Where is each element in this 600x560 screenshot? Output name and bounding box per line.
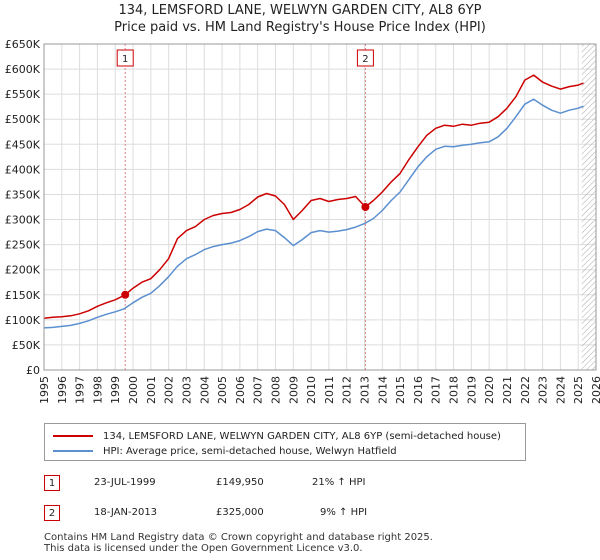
property-price-line xyxy=(43,74,584,320)
x-tick-label: 2009 xyxy=(287,376,300,404)
sale-badge: 2 xyxy=(44,505,60,521)
x-tick-label: 1997 xyxy=(74,376,87,404)
sale-date: 23-JUL-1999 xyxy=(94,477,156,488)
price-chart: £0 £50K £100K £150K £200K £250K £300K £350K £400… xyxy=(5,38,600,404)
x-tick-label: 2013 xyxy=(359,376,372,404)
x-tick-label: 2023 xyxy=(537,376,550,404)
sale-hpi-diff: 9% ↑ HPI xyxy=(320,507,368,518)
x-tick-label: 2006 xyxy=(234,376,247,404)
x-tick-label: 2010 xyxy=(305,376,318,404)
sale-point xyxy=(121,290,130,299)
y-tick-label: £600K xyxy=(5,63,41,76)
x-tick-label: 2001 xyxy=(145,376,158,404)
x-tick-label: 2002 xyxy=(163,376,176,404)
x-tick-label: 2018 xyxy=(448,376,461,404)
x-tick-label: 2020 xyxy=(483,376,496,404)
hpi-line xyxy=(43,98,584,329)
x-tick-label: 2025 xyxy=(572,376,585,404)
legend-swatch-hpi xyxy=(53,450,93,452)
x-tick-label: 1999 xyxy=(109,376,122,404)
y-tick-label: £50K xyxy=(12,339,41,352)
footer-licence: This data is licensed under the Open Gov… xyxy=(44,543,363,554)
sale-point xyxy=(361,203,370,211)
x-tick-label: 2004 xyxy=(198,376,211,404)
sale-label: 1 xyxy=(122,54,128,65)
x-tick-label: 2011 xyxy=(323,376,336,404)
y-tick-label: £250K xyxy=(5,239,41,252)
legend-item-hpi: HPI: Average price, semi-detached house,… xyxy=(53,444,397,458)
y-tick-label: £450K xyxy=(5,138,41,151)
sale-badge: 1 xyxy=(44,475,60,491)
sale-label-box xyxy=(116,49,134,67)
legend-item-property: 134, LEMSFORD LANE, WELWYN GARDEN CITY, … xyxy=(53,429,501,443)
chart-subtitle: Price paid vs. HM Land Registry's House … xyxy=(114,20,486,35)
y-tick-label: £550K xyxy=(5,88,41,101)
plot-border xyxy=(43,43,597,371)
x-tick-label: 2007 xyxy=(252,376,265,404)
x-tick-label: 2005 xyxy=(216,376,229,404)
y-tick-label: £400K xyxy=(5,163,41,176)
x-tick-label: 2017 xyxy=(430,376,443,404)
legend-label-property: 134, LEMSFORD LANE, WELWYN GARDEN CITY, … xyxy=(103,430,501,442)
sale-price: £325,000 xyxy=(216,507,264,518)
future-hatch xyxy=(581,44,596,370)
chart-title: 134, LEMSFORD LANE, WELWYN GARDEN CITY, … xyxy=(118,3,482,18)
x-tick-label: 2014 xyxy=(376,376,389,404)
y-tick-label: £650K xyxy=(5,38,41,51)
x-tick-label: 1998 xyxy=(91,376,104,404)
y-tick-label: £150K xyxy=(5,289,41,302)
sale-hpi-diff: 21% ↑ HPI xyxy=(312,477,366,488)
plot-area xyxy=(44,44,596,370)
footer-copyright: Contains HM Land Registry data © Crown c… xyxy=(44,532,433,543)
y-tick-label: £100K xyxy=(5,314,41,327)
y-tick-label: £200K xyxy=(5,264,41,277)
y-tick-label: £500K xyxy=(5,113,41,126)
y-tick-label: £300K xyxy=(5,214,41,227)
legend-label-hpi: HPI: Average price, semi-detached house,… xyxy=(103,445,397,457)
x-tick-label: 2021 xyxy=(501,376,514,404)
x-tick-label: 1996 xyxy=(56,376,69,404)
x-tick-label: 2003 xyxy=(180,376,193,404)
x-tick-label: 2026 xyxy=(590,376,600,404)
legend-swatch-property xyxy=(53,435,93,437)
sale-label: 2 xyxy=(362,54,368,65)
y-tick-label: £350K xyxy=(5,188,41,201)
sale-price: £149,950 xyxy=(216,477,264,488)
x-tick-label: 2000 xyxy=(127,376,140,404)
x-tick-label: 2016 xyxy=(412,376,425,404)
x-tick-label: 2015 xyxy=(394,376,407,404)
x-tick-label: 2012 xyxy=(341,376,354,404)
x-tick-label: 2024 xyxy=(554,376,567,404)
sale-date: 18-JAN-2013 xyxy=(94,507,158,518)
sale-label-box xyxy=(356,49,374,67)
x-tick-label: 2019 xyxy=(465,376,478,404)
legend: 134, LEMSFORD LANE, WELWYN GARDEN CITY, … xyxy=(44,423,526,461)
x-tick-label: 2022 xyxy=(519,376,532,404)
y-tick-label: £0 xyxy=(26,364,40,377)
x-tick-label: 1995 xyxy=(38,376,51,404)
x-tick-label: 2008 xyxy=(269,376,282,404)
